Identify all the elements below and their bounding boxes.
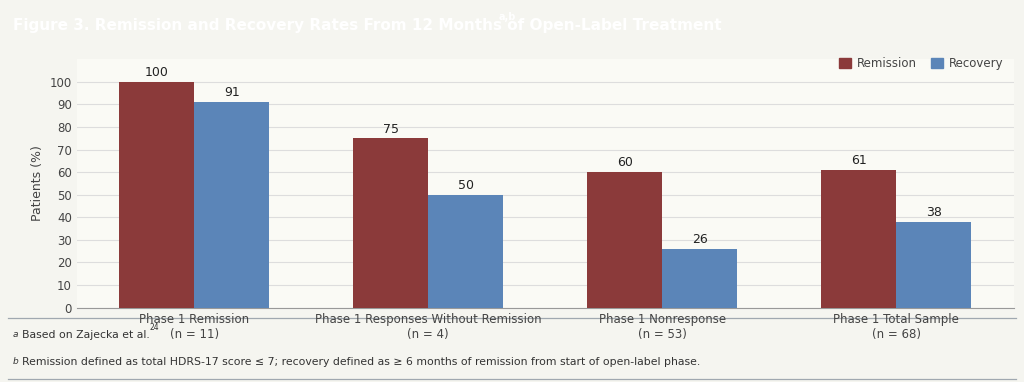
Text: 38: 38: [926, 206, 942, 219]
Text: a,b: a,b: [499, 11, 516, 21]
Text: Figure 3. Remission and Recovery Rates From 12 Months of Open-Label Treatment: Figure 3. Remission and Recovery Rates F…: [13, 18, 722, 33]
Bar: [120, 82, 195, 308]
Text: 61: 61: [851, 154, 866, 167]
Text: a: a: [12, 330, 17, 339]
Bar: [896, 222, 971, 308]
Bar: [195, 102, 269, 308]
Text: 100: 100: [144, 66, 169, 79]
Text: b: b: [12, 357, 18, 366]
Text: 50: 50: [458, 179, 474, 192]
Text: 75: 75: [383, 123, 398, 136]
Bar: [428, 195, 503, 308]
Text: Remission defined as total HDRS-17 score ≤ 7; recovery defined as ≥ 6 months of : Remission defined as total HDRS-17 score…: [22, 357, 699, 367]
Text: 60: 60: [616, 156, 633, 169]
Bar: [821, 170, 896, 308]
Y-axis label: Patients (%): Patients (%): [31, 146, 44, 221]
Text: 24: 24: [150, 323, 160, 332]
Bar: [663, 249, 737, 308]
Legend: Remission, Recovery: Remission, Recovery: [835, 53, 1008, 75]
Bar: [353, 138, 428, 308]
Text: Based on Zajecka et al.: Based on Zajecka et al.: [22, 330, 150, 340]
Bar: [588, 172, 663, 308]
Text: 26: 26: [692, 233, 708, 246]
Text: 91: 91: [224, 86, 240, 99]
